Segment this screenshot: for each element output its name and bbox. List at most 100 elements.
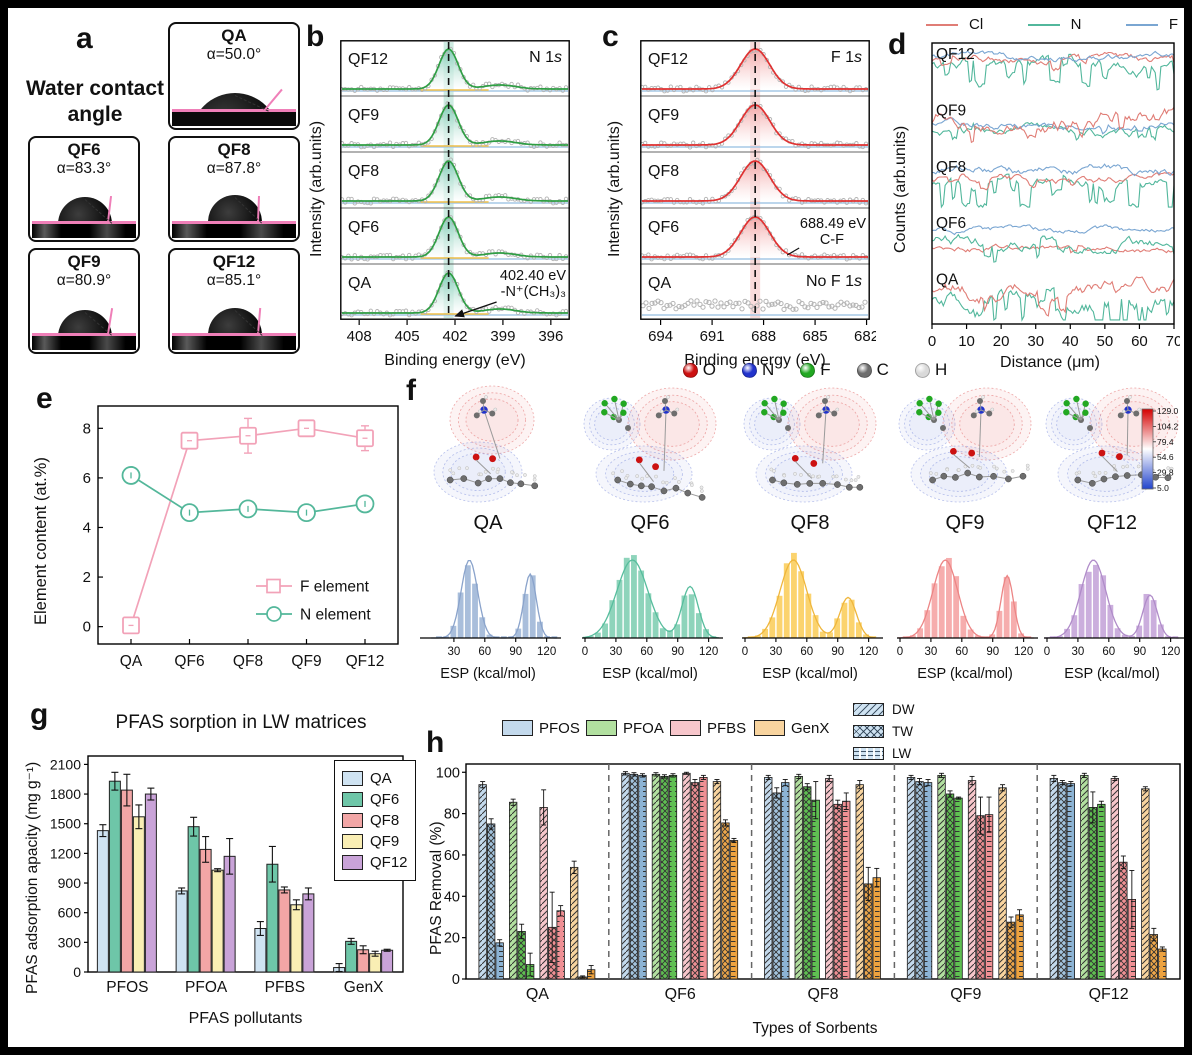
g-bar-QA-PFOA [175, 890, 188, 973]
svg-text:QF6: QF6 [665, 986, 696, 1003]
panel-a-water-contact-angle: a Water contact angle QA α=50.0° QF6 α=83.3… [20, 18, 302, 370]
c-x-axis-label: Binding energy (eV) [684, 352, 826, 369]
d-legend-item-cl: Cl [926, 16, 983, 33]
esp-histogram-qa: 30 60 90 120 [420, 559, 561, 658]
atom-legend-item-o: O [682, 360, 716, 380]
e-legend-label: F element [300, 579, 370, 596]
contact-angle-tile-qa: QA α=50.0° [168, 22, 300, 130]
svg-text:30: 30 [448, 646, 461, 658]
series-label: QF12 [648, 51, 688, 68]
g-x-axis-label: PFAS pollutants [188, 1010, 303, 1027]
series-label: QF6 [348, 219, 379, 236]
d-legend-label: F [1168, 16, 1178, 33]
h-legend-label: PFOA [623, 720, 664, 737]
g-legend-item-qf6: QF6 [342, 791, 408, 808]
d-legend-label: N [1070, 16, 1082, 33]
panel-d-eds-linescan: d Cl N F Counts (arb.units) QF12 QF9 QF8 QF6 Q… [884, 14, 1184, 376]
svg-text:PFOS: PFOS [106, 979, 148, 996]
d-legend-item-f: F [1125, 16, 1178, 33]
svg-text:4: 4 [83, 519, 91, 536]
molecule-label: QA [473, 512, 503, 534]
contact-angle-tile-qf8: QF8 α=87.8° [168, 136, 300, 242]
h-matrix-label: LW [892, 746, 912, 761]
d-legend: Cl N F [926, 16, 1178, 33]
water-droplet [208, 308, 262, 333]
g-bar-QF12-GenX [381, 949, 394, 973]
droplet-area [172, 298, 296, 350]
d-legend-label: Cl [969, 16, 984, 33]
tile-angle-value: α=80.9° [56, 272, 112, 290]
svg-text:685: 685 [803, 328, 828, 345]
panel-letter-g: g [30, 698, 49, 731]
svg-text:PFOA: PFOA [185, 979, 228, 996]
svg-text:90: 90 [831, 646, 844, 658]
f-atom-icon [800, 362, 816, 378]
xps-f1s-chart: QF12 QF9 QF8 QF6 QA 694 691 688 685 682 F 1s 688.49… [640, 40, 876, 345]
svg-text:408: 408 [347, 328, 372, 345]
svg-text:120: 120 [537, 646, 556, 658]
series-label: QF9 [348, 107, 379, 124]
svg-text:60: 60 [800, 646, 813, 658]
contact-angle-tile-qf9: QF9 α=80.9° [28, 248, 140, 354]
svg-text:70: 70 [1166, 333, 1180, 350]
series-label: QF8 [648, 163, 679, 180]
esp-colorbar: 129.0 104.2 79.4 54.6 29.8 5.0 [1141, 406, 1179, 493]
panel-letter-b: b [306, 20, 325, 53]
panel-letter-d: d [888, 28, 907, 61]
g-bar-QF12-PFOS [144, 793, 157, 973]
water-droplet [208, 195, 262, 221]
g-bar-QF9-PFBS [290, 904, 303, 973]
svg-text:QA: QA [120, 653, 143, 670]
svg-text:40: 40 [1062, 333, 1079, 350]
svg-text:60: 60 [478, 646, 491, 658]
annotation-text: 402.40 eV [500, 268, 566, 284]
panel-letter-c: c [602, 20, 619, 53]
esp-histogram-qf12: 0 30 60 90 120 [1044, 559, 1185, 658]
tile-title: QF8 [217, 140, 251, 159]
svg-text:402: 402 [442, 328, 467, 345]
series-label: QF6 [648, 219, 679, 236]
svg-text:0: 0 [897, 646, 903, 658]
droplet-area [32, 298, 136, 350]
svg-text:129.0: 129.0 [1157, 406, 1179, 416]
annotation-text: C-F [820, 232, 844, 248]
svg-text:80: 80 [444, 807, 460, 823]
molecule-label: QF8 [790, 512, 830, 534]
g-legend-swatch [342, 834, 363, 849]
esp-histogram-qf8: 0 30 60 90 120 [742, 552, 883, 658]
svg-text:0: 0 [83, 619, 91, 636]
g-legend-label: QF6 [370, 791, 400, 808]
element-content-chart: 0 2 4 6 8 QA QF6 QF8 QF9 QF12 F element N element [83, 405, 399, 670]
atom-legend-item-n: N [742, 360, 774, 380]
g-legend-label: QA [370, 770, 392, 787]
panel-g-sorption-bar-chart: g PFAS sorption in LW matrices PFAS adso… [16, 698, 426, 1047]
svg-text:0: 0 [582, 646, 588, 658]
g-legend: QA QF6 QF8 QF9 QF12 [334, 760, 416, 881]
g-legend-item-qa: QA [342, 770, 408, 787]
svg-text:694: 694 [648, 328, 673, 345]
substrate [32, 336, 136, 350]
g-legend-swatch [342, 855, 363, 870]
svg-text:60: 60 [955, 646, 968, 658]
h-atom-icon [914, 362, 930, 378]
g-bar-QF9-PFOS [132, 816, 145, 973]
series-label: QF8 [348, 163, 379, 180]
droplet-area [172, 74, 296, 126]
esp-axis-label: ESP (kcal/mol) [440, 666, 536, 682]
contact-angle-tile-qf12: QF12 α=85.1° [168, 248, 300, 354]
g-bar-QA-PFOS [96, 830, 109, 973]
svg-text:30: 30 [925, 646, 938, 658]
svg-text:90: 90 [986, 646, 999, 658]
n-atom-icon [742, 362, 757, 378]
h-legend-label: GenX [791, 720, 830, 737]
tile-title: QF12 [212, 252, 256, 271]
svg-text:29.8: 29.8 [1157, 468, 1174, 478]
h-matrix-swatch-dw [853, 703, 884, 716]
d-y-axis-label: Counts (arb.units) [892, 125, 909, 253]
surface-line [172, 221, 296, 224]
panel-letter-f: f [406, 374, 416, 407]
series-label: QA [348, 275, 371, 292]
g-chart-title: PFAS sorption in LW matrices [115, 712, 367, 733]
svg-text:30: 30 [1027, 333, 1044, 350]
g-bar-QF6-PFOA [187, 826, 200, 973]
